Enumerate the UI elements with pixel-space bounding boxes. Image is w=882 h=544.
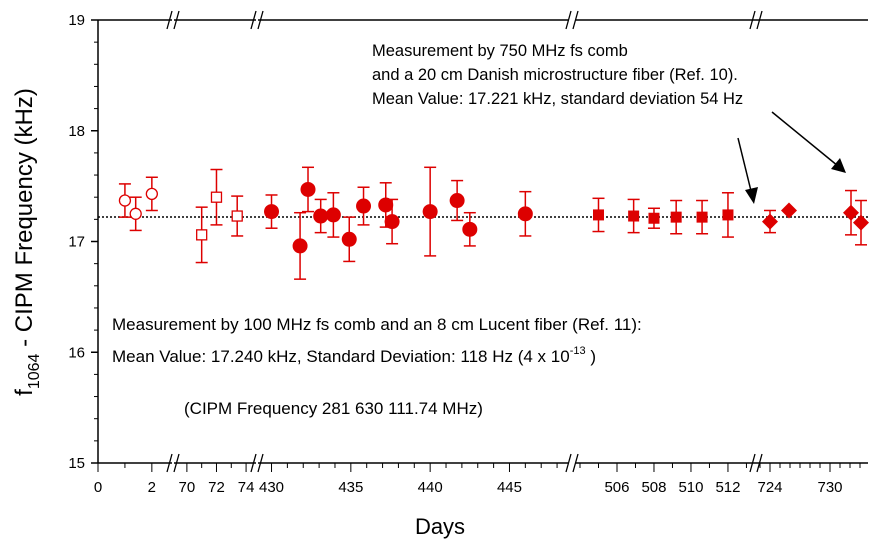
- x-tick-label: 430: [259, 479, 284, 496]
- data-point-filled-square: [696, 211, 708, 223]
- top-axis-break-mark: [173, 10, 180, 30]
- data-point-filled-diamond: [781, 202, 797, 219]
- bottom-axis-break-mark: [257, 453, 264, 473]
- top-axis-break-mark: [756, 10, 763, 30]
- data-point-filled-circle: [325, 207, 341, 223]
- x-tick-label: 72: [208, 479, 225, 496]
- data-point-filled-diamond: [843, 204, 859, 221]
- data-point-open-square: [231, 210, 243, 222]
- data-point-filled-circle: [422, 204, 438, 220]
- y-axis-label-subscript: 1064: [26, 353, 43, 389]
- x-axis-label: Days: [415, 514, 465, 539]
- y-axis-label-rest: - CIPM Frequency (kHz): [11, 88, 38, 353]
- x-tick-label: 510: [678, 479, 703, 496]
- cipm-frequency-note: (CIPM Frequency 281 630 111.74 MHz): [184, 399, 483, 418]
- top-axis-break-mark: [250, 10, 257, 30]
- data-point-filled-square: [722, 209, 734, 221]
- y-tick-label: 17: [68, 234, 85, 251]
- x-tick-label: 508: [641, 479, 666, 496]
- x-tick-label: 74: [238, 479, 255, 496]
- arrow-2-head: [831, 158, 846, 173]
- top-axis-break-mark: [572, 10, 579, 30]
- data-point-filled-diamond: [762, 213, 778, 230]
- lower-annotation-line-1: Measurement by 100 MHz fs comb and an 8 …: [112, 315, 642, 334]
- lower-annotation-line-2: Mean Value: 17.240 kHz, Standard Deviati…: [112, 345, 596, 366]
- data-point-open-square: [210, 191, 223, 203]
- x-tick-label: 440: [418, 479, 443, 496]
- data-point-filled-circle: [313, 208, 329, 224]
- data-point-filled-square: [648, 212, 660, 224]
- data-point-filled-square: [592, 209, 604, 221]
- data-point-filled-circle: [384, 214, 400, 230]
- x-tick-label: 0: [94, 479, 102, 496]
- upper-annotation: Measurement by 750 MHz fs comb and a 20 …: [372, 42, 846, 204]
- top-axis-break-mark: [166, 10, 173, 30]
- x-tick-label: 730: [817, 479, 842, 496]
- data-point-open-square: [196, 229, 208, 241]
- y-ticks: 19 18 17 16 15: [68, 12, 98, 472]
- bottom-axis-break-mark: [565, 453, 572, 473]
- data-points: [118, 166, 869, 280]
- x-tick-label: 512: [715, 479, 740, 496]
- bottom-axis-break-mark: [173, 453, 180, 473]
- upper-annotation-line-2: and a 20 cm Danish microstructure fiber …: [372, 66, 738, 84]
- data-point-filled-circle: [378, 197, 394, 213]
- data-point-filled-circle: [356, 198, 372, 214]
- upper-annotation-line-3: Mean Value: 17.221 kHz, standard deviati…: [372, 90, 743, 108]
- x-tick-label: 2: [148, 479, 156, 496]
- data-point-filled-diamond: [853, 214, 869, 231]
- y-tick-label: 16: [68, 344, 85, 361]
- data-point-open-circle: [145, 187, 158, 201]
- data-point-open-circle: [129, 207, 142, 220]
- y-tick-label: 19: [68, 12, 85, 29]
- bottom-axis-break-mark: [572, 453, 579, 473]
- lower-annotation-line-2-a: Mean Value: 17.240 kHz, Standard Deviati…: [112, 347, 570, 366]
- data-point-filled-circle: [292, 238, 308, 254]
- bottom-axis: 0 2 70 72 74 430 435 440 445 506 508 510 512 724 730: [94, 453, 868, 496]
- top-axis: [98, 10, 868, 30]
- data-point-filled-circle: [462, 221, 478, 237]
- x-tick-label: 445: [497, 479, 522, 496]
- x-tick-label: 724: [757, 479, 782, 496]
- data-point-filled-square: [628, 210, 640, 222]
- data-point-open-circle: [118, 194, 132, 207]
- data-point-filled-circle: [449, 193, 465, 209]
- lower-annotation-line-2-b: ): [586, 347, 596, 366]
- lower-annotation-exponent: -13: [570, 345, 586, 357]
- upper-annotation-line-1: Measurement by 750 MHz fs comb: [372, 42, 628, 60]
- data-point-filled-circle: [517, 206, 533, 222]
- y-tick-label: 15: [68, 455, 85, 472]
- y-axis-label: f1064 - CIPM Frequency (kHz): [11, 88, 43, 396]
- arrow-1-shaft: [737, 137, 753, 196]
- top-axis-break-mark: [257, 10, 264, 30]
- y-axis-label-base: f: [11, 389, 38, 396]
- y-tick-label: 18: [68, 123, 85, 140]
- arrow-1-head: [745, 187, 758, 204]
- bottom-axis-break-mark: [749, 453, 756, 473]
- data-point-filled-circle: [300, 181, 316, 197]
- x-tick-label: 506: [604, 479, 629, 496]
- data-point-filled-square: [670, 211, 682, 223]
- arrow-2-shaft: [771, 111, 839, 167]
- data-point-filled-circle: [264, 204, 280, 220]
- top-axis-break-mark: [749, 10, 756, 30]
- x-tick-label: 435: [338, 479, 363, 496]
- plot-frame: 19 18 17 16 15 0 2 70 72 74 430 435 440 445 506 508 510…: [68, 10, 868, 496]
- top-axis-break-mark: [565, 10, 572, 30]
- data-point-filled-circle: [341, 231, 357, 247]
- bottom-axis-break-mark: [250, 453, 257, 473]
- lower-annotation: Measurement by 100 MHz fs comb and an 8 …: [112, 315, 642, 366]
- x-tick-label: 70: [179, 479, 196, 496]
- bottom-axis-break-mark: [166, 453, 173, 473]
